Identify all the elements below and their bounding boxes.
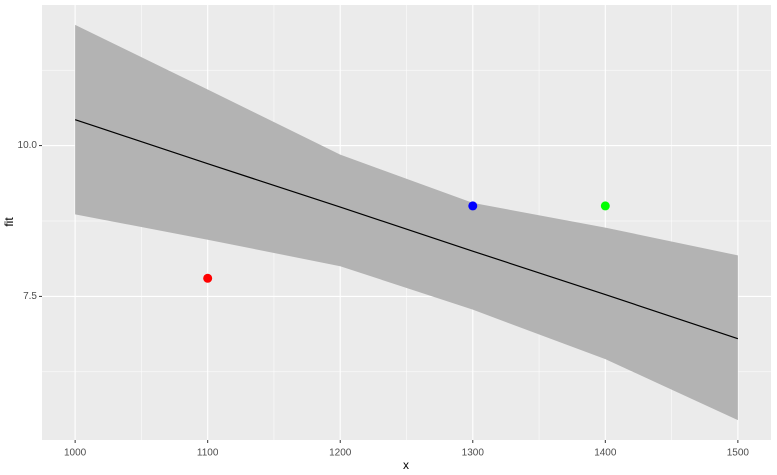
- x-tick-label: 1500: [727, 448, 750, 459]
- x-axis-title: x: [403, 458, 409, 472]
- point: [600, 201, 610, 211]
- x-tick-label: 1300: [462, 448, 485, 459]
- x-tick-label: 1100: [197, 448, 219, 459]
- x-tick-label: 1000: [64, 448, 87, 459]
- fit-line: [74, 119, 739, 340]
- y-tick-label: 7.5: [23, 291, 37, 302]
- x-tick-label: 1200: [329, 448, 352, 459]
- point: [203, 273, 213, 283]
- point: [468, 201, 478, 211]
- y-axis-title: fit: [2, 217, 16, 227]
- x-tick-label: 1400: [594, 448, 617, 459]
- y-tick-label: 10.0: [18, 140, 38, 151]
- confidence-band: [75, 24, 738, 421]
